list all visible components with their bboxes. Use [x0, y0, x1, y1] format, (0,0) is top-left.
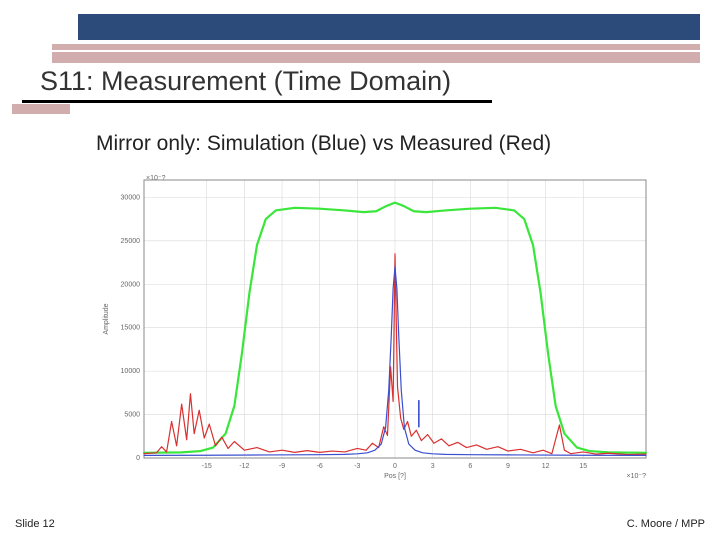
svg-text:30000: 30000 [121, 194, 141, 201]
svg-text:6: 6 [468, 463, 472, 470]
header-red-bar-thin [52, 44, 700, 50]
slide-title: S11: Measurement (Time Domain) [40, 66, 451, 97]
svg-text:-12: -12 [239, 463, 249, 470]
svg-text:25000: 25000 [121, 238, 141, 245]
chart-svg: -15 -12 -9 -6 -3 0 3 6 9 12 15 0 5000 10000 15000 20000… [96, 172, 656, 482]
left-accent-bar [12, 104, 70, 114]
svg-text:0: 0 [393, 463, 397, 470]
svg-text:×10⁻?: ×10⁻? [627, 473, 647, 480]
svg-text:Pos [?]: Pos [?] [384, 473, 406, 480]
svg-text:9: 9 [506, 463, 510, 470]
svg-text:15000: 15000 [121, 325, 141, 332]
svg-text:Amplitude: Amplitude [103, 303, 110, 334]
chart: -15 -12 -9 -6 -3 0 3 6 9 12 15 0 5000 10000 15000 20000… [96, 172, 656, 482]
svg-text:20000: 20000 [121, 281, 141, 288]
header-red-bar-thick [52, 52, 700, 63]
svg-text:0: 0 [136, 455, 140, 462]
svg-text:3: 3 [431, 463, 435, 470]
svg-text:15: 15 [579, 463, 587, 470]
slide-subtitle: Mirror only: Simulation (Blue) vs Measur… [96, 132, 551, 156]
svg-text:-15: -15 [202, 463, 212, 470]
author-footer: C. Moore / MPP [627, 518, 705, 530]
slide-number: Slide 12 [15, 518, 55, 530]
header-blue-bar [78, 14, 700, 40]
svg-text:12: 12 [542, 463, 550, 470]
svg-text:10000: 10000 [121, 368, 141, 375]
svg-text:-9: -9 [279, 463, 285, 470]
svg-text:-6: -6 [317, 463, 323, 470]
svg-text:-3: -3 [354, 463, 360, 470]
svg-text:×10⁻?: ×10⁻? [146, 175, 166, 182]
svg-text:5000: 5000 [124, 412, 140, 419]
title-underline [22, 100, 492, 103]
